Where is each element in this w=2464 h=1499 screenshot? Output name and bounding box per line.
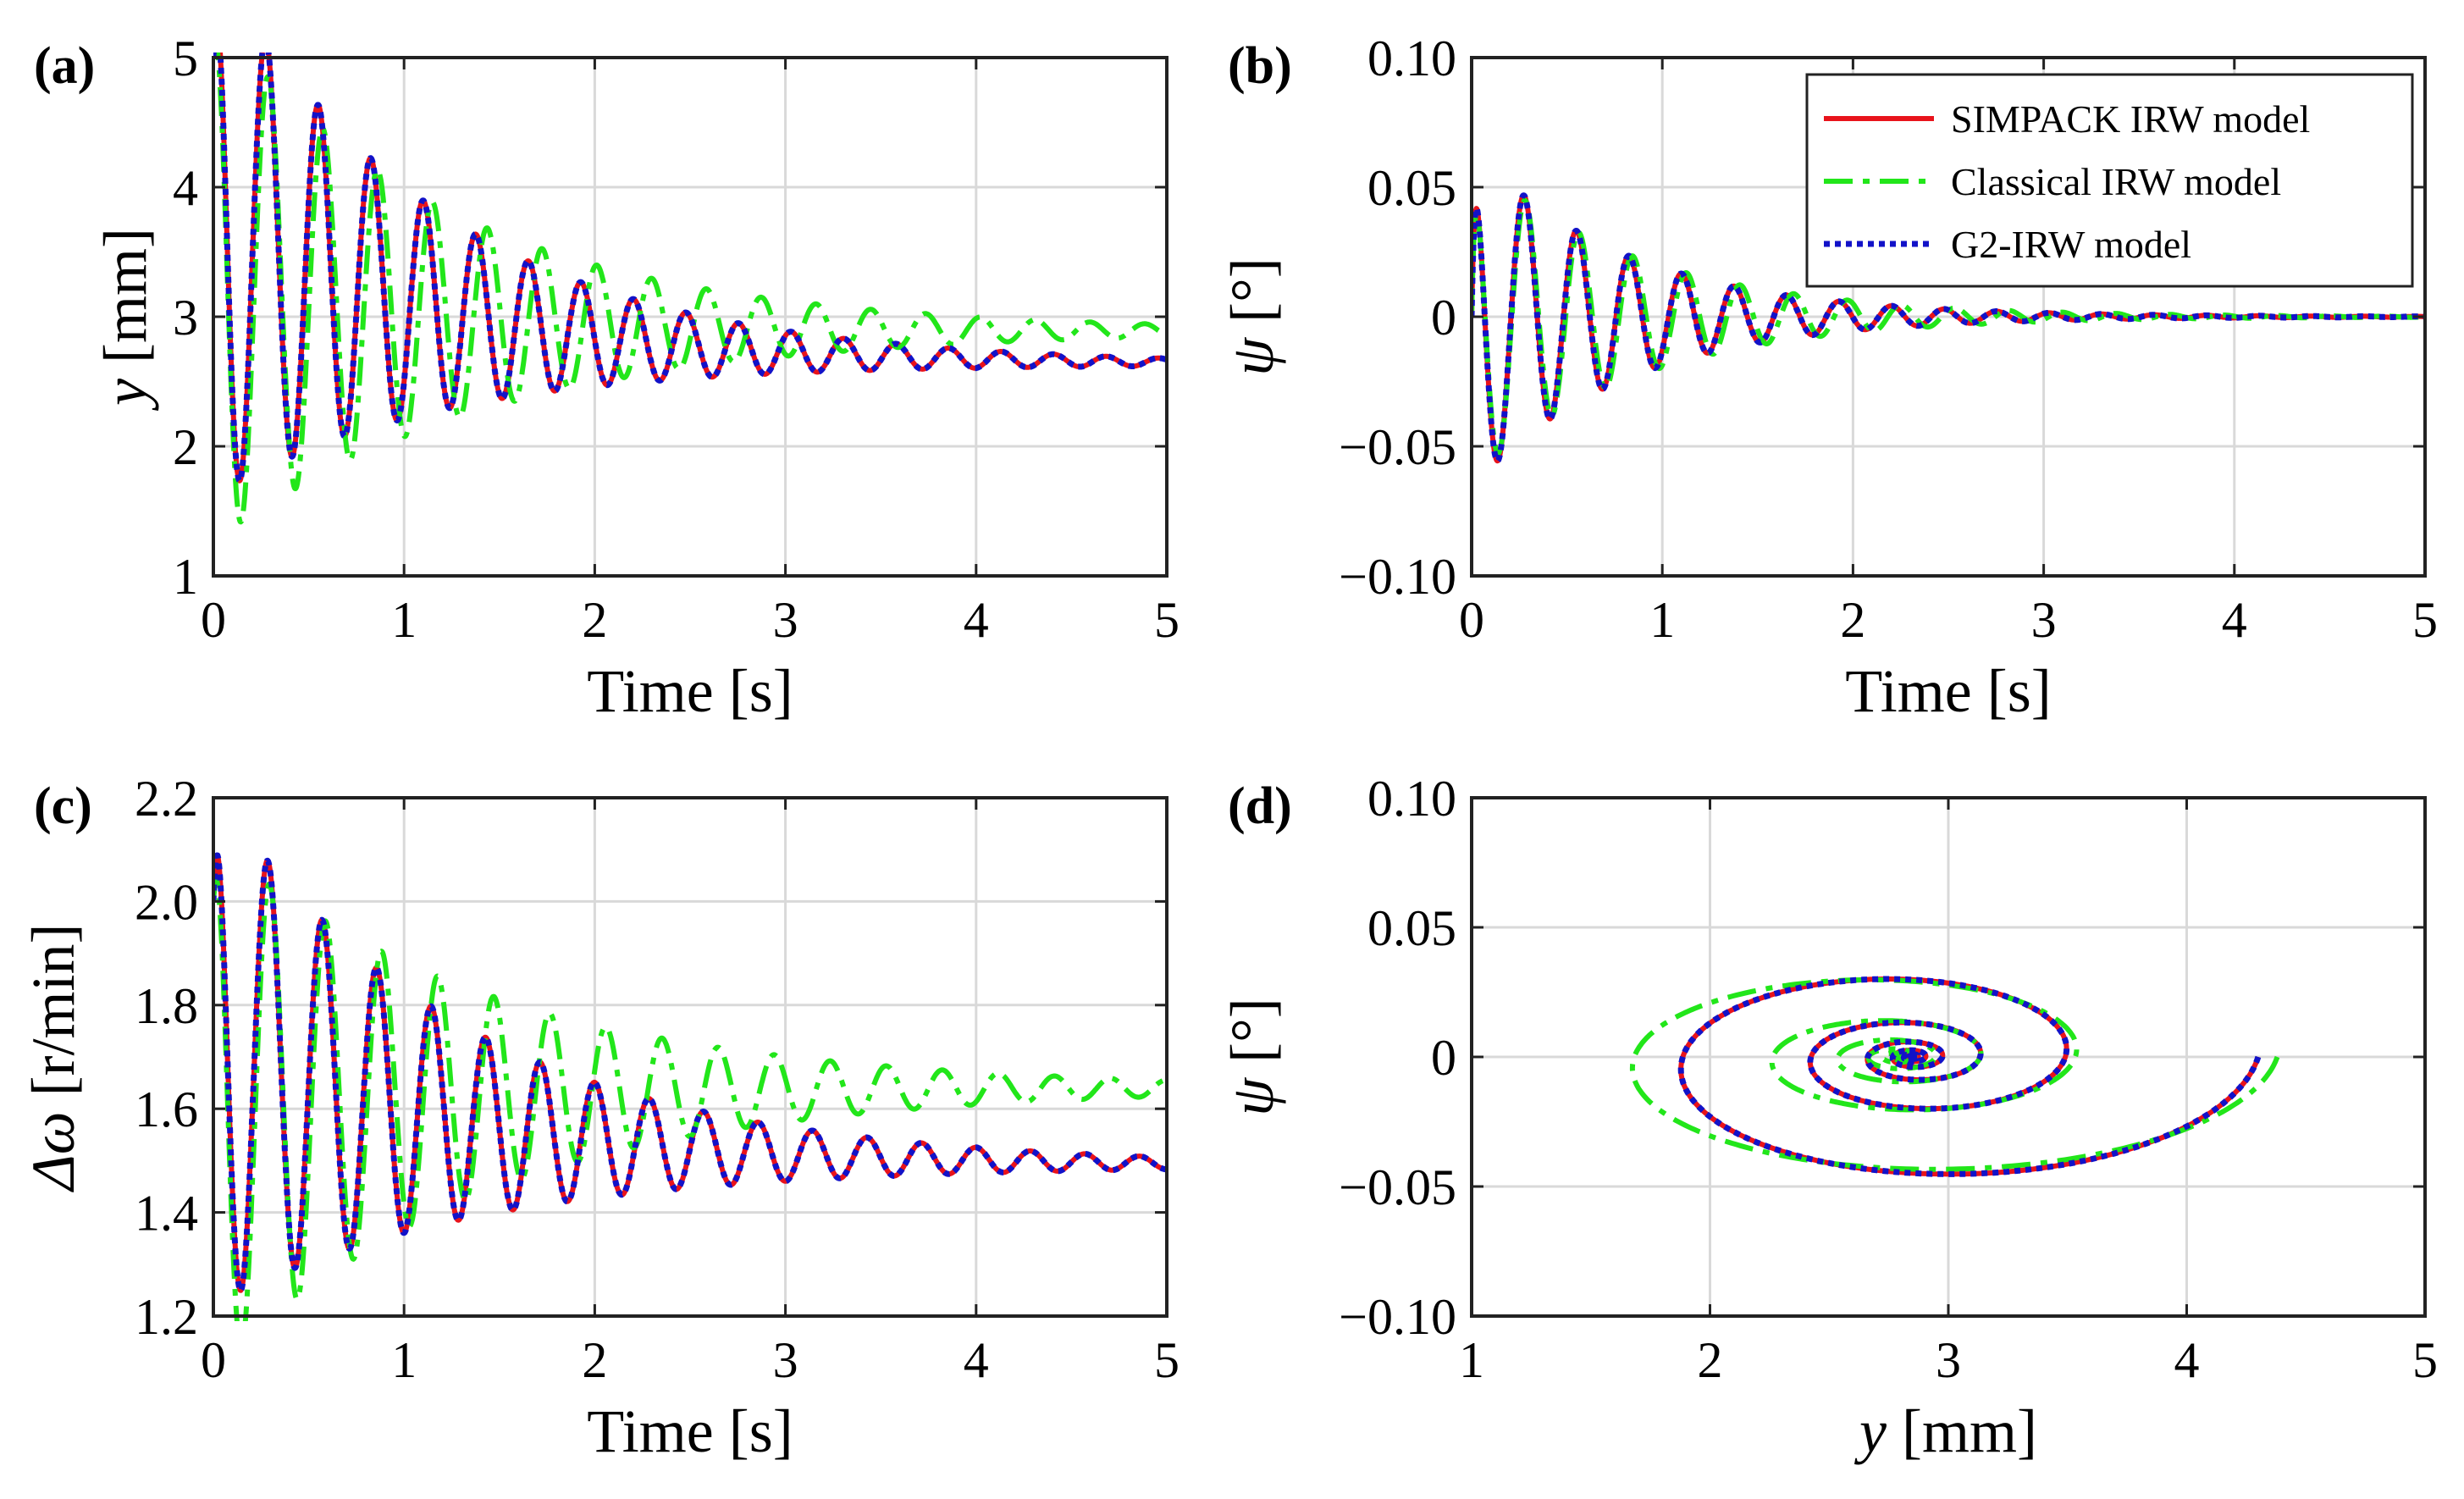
- x-axis-label: Time [s]: [587, 1397, 793, 1465]
- x-tick-label: 0: [201, 592, 226, 648]
- y-axis-label: ψ [°]: [1218, 257, 1286, 375]
- series-line-3: [1677, 976, 2262, 1177]
- y-tick-label: 1.2: [135, 1289, 198, 1345]
- x-tick-label: 4: [964, 1332, 989, 1388]
- x-tick-label: 2: [1698, 1332, 1723, 1388]
- y-tick-label: −0.05: [1339, 419, 1456, 475]
- x-tick-label: 5: [1154, 592, 1180, 648]
- x-tick-label: 1: [1649, 592, 1675, 648]
- panel-label: (a): [34, 37, 95, 95]
- x-tick-label: 2: [582, 592, 607, 648]
- y-tick-label: −0.10: [1339, 1289, 1456, 1345]
- x-tick-label: 5: [1154, 1332, 1180, 1388]
- series-line-3: [1472, 192, 2428, 464]
- y-tick-label: 4: [173, 160, 198, 216]
- x-tick-label: 1: [1459, 1332, 1484, 1388]
- x-tick-label: 3: [2031, 592, 2057, 648]
- y-tick-label: −0.05: [1339, 1159, 1456, 1215]
- x-tick-label: 5: [2412, 592, 2438, 648]
- legend-label-2: Classical IRW model: [1951, 160, 2281, 203]
- y-tick-label: 0: [1431, 290, 1456, 346]
- series-line-1: [213, 53, 1169, 484]
- y-tick-label: 0.05: [1367, 900, 1456, 956]
- x-tick-label: 1: [391, 1332, 417, 1388]
- y-axis-label: y [mm]: [91, 228, 159, 412]
- x-tick-label: 1: [391, 592, 417, 648]
- x-tick-label: 3: [773, 1332, 798, 1388]
- plot-area: [1472, 192, 2428, 464]
- x-tick-label: 3: [1936, 1332, 1961, 1388]
- plot-area: [213, 53, 1169, 525]
- y-tick-label: 2: [173, 419, 198, 475]
- x-tick-label: 4: [2174, 1332, 2200, 1388]
- x-axis-label: Time [s]: [587, 657, 793, 725]
- series-line-3: [213, 852, 1169, 1294]
- series-line-3: [213, 53, 1169, 484]
- x-tick-label: 0: [201, 1332, 226, 1388]
- series-line-2: [213, 877, 1169, 1321]
- panel-label: (c): [34, 777, 92, 835]
- panel-label: (d): [1228, 777, 1292, 835]
- y-tick-label: 0.10: [1367, 30, 1456, 86]
- x-tick-label: 0: [1459, 592, 1484, 648]
- y-tick-label: 0.10: [1367, 771, 1456, 827]
- legend-label-1: SIMPACK IRW model: [1951, 97, 2310, 141]
- x-tick-label: 2: [582, 1332, 607, 1388]
- x-tick-label: 5: [2412, 1332, 2438, 1388]
- x-tick-label: 4: [2222, 592, 2247, 648]
- panel-d: 1 2 3 4 5 −0.10 −0.05 0 0.05 0.10 y [mm] ψ [°] (d): [1218, 771, 2438, 1465]
- y-tick-label: 1: [173, 549, 198, 605]
- x-tick-label: 2: [1840, 592, 1865, 648]
- y-axis-label: ψ [°]: [1218, 998, 1286, 1115]
- y-tick-label: 1.8: [135, 978, 198, 1034]
- y-tick-label: 3: [173, 290, 198, 346]
- y-tick-label: 2.2: [135, 771, 198, 827]
- y-tick-label: 2.0: [135, 874, 198, 930]
- y-tick-label: 0: [1431, 1030, 1456, 1086]
- x-axis-label: Time [s]: [1845, 657, 2051, 725]
- x-axis-label: y [mm]: [1854, 1397, 2037, 1465]
- grid: [1470, 796, 2427, 1318]
- legend: SIMPACK IRW model Classical IRW model G2-I…: [1805, 73, 2414, 288]
- plot-area: [1629, 976, 2280, 1177]
- y-tick-label: 1.4: [135, 1186, 198, 1242]
- y-axis-label: Δω [r/min]: [19, 923, 87, 1192]
- y-tick-label: 0.05: [1367, 160, 1456, 216]
- y-tick-label: −0.10: [1339, 549, 1456, 605]
- grid: [212, 796, 1168, 1318]
- axes-box: [212, 796, 1168, 1318]
- plot-area: [213, 852, 1169, 1321]
- legend-label-3: G2-IRW model: [1951, 223, 2191, 266]
- series-line-2: [213, 53, 1169, 525]
- panel-c: 0 1 2 3 4 5 1.2 1.4 1.6 1.8 2.0 2.2 Time [s] Δω [r/mi…: [19, 771, 1180, 1465]
- x-tick-label: 4: [964, 592, 989, 648]
- y-tick-label: 1.6: [135, 1081, 198, 1137]
- x-tick-label: 3: [773, 592, 798, 648]
- y-tick-label: 5: [173, 30, 198, 86]
- panel-label: (b): [1228, 37, 1292, 95]
